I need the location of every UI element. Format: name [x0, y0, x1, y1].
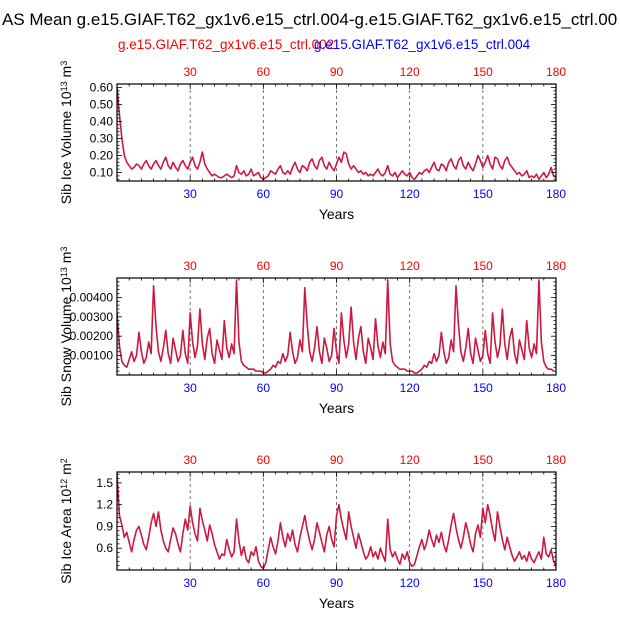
x-tick-label-top: 150	[473, 259, 493, 273]
y-tick-label: 0.00100	[70, 349, 114, 363]
x-tick-label-top: 30	[183, 259, 197, 273]
x-tick-label-top: 120	[400, 65, 420, 79]
x-tick-label-bottom: 30	[183, 381, 197, 395]
x-tick-label-top: 60	[257, 259, 271, 273]
x-tick-label-top: 60	[257, 453, 271, 467]
series-line-1	[117, 87, 556, 181]
x-tick-label-top: 90	[330, 453, 344, 467]
y-tick-label: 0.60	[90, 80, 114, 94]
x-tick-label-bottom: 60	[257, 187, 271, 201]
legend: g.e15.GIAF.T62_gx1v6.e15_ctrl.002 g.e15.…	[118, 37, 531, 52]
series-line-1	[117, 279, 555, 374]
x-tick-label-top: 120	[400, 259, 420, 273]
panel-2: 30 30 60 60 90 90 120 120 150 150 180 180 0.00100 0.0…	[58, 247, 566, 416]
x-tick-label-top: 90	[330, 65, 344, 79]
x-tick-label-top: 150	[473, 453, 493, 467]
x-tick-label-bottom: 30	[183, 187, 197, 201]
x-tick-label-top: 60	[257, 65, 271, 79]
x-tick-label-bottom: 180	[546, 381, 566, 395]
x-tick-label-top: 180	[546, 65, 566, 79]
y-axis-label: Sib Ice Volume 1013 m3	[58, 61, 74, 204]
y-tick-label: 0.50	[90, 97, 114, 111]
x-axis-label: Years	[319, 206, 354, 222]
chart-title: AS Mean g.e15.GIAF.T62_gx1v6.e15_ctrl.00…	[2, 10, 617, 29]
y-tick-label: 0.00400	[70, 290, 114, 304]
panel-1: 30 30 60 60 90 90 120 120 150 150 180 180 0.10 0.20 0.…	[58, 61, 566, 222]
y-tick-label: 0.9	[96, 519, 113, 533]
y-axis-label: Sib Snow Volume 1013 m3	[58, 247, 74, 407]
x-tick-label-bottom: 90	[330, 381, 344, 395]
x-tick-label-top: 30	[183, 65, 197, 79]
x-tick-label-bottom: 60	[257, 381, 271, 395]
x-axis-label: Years	[319, 595, 354, 611]
x-tick-label-bottom: 90	[330, 576, 344, 590]
y-tick-label: 0.00300	[70, 310, 114, 324]
x-tick-label-bottom: 120	[400, 381, 420, 395]
x-tick-label-bottom: 150	[473, 381, 493, 395]
x-tick-label-top: 150	[473, 65, 493, 79]
x-tick-label-top: 90	[330, 259, 344, 273]
x-tick-label-bottom: 30	[183, 576, 197, 590]
y-tick-label: 0.10	[90, 165, 114, 179]
x-tick-label-bottom: 150	[473, 187, 493, 201]
x-tick-label-top: 180	[546, 259, 566, 273]
y-tick-label: 0.30	[90, 131, 114, 145]
x-tick-label-top: 120	[400, 453, 420, 467]
panels: 30 30 60 60 90 90 120 120 150 150 180 180 0.10 0.20 0.…	[58, 61, 566, 611]
panel-3: 30 30 60 60 90 90 120 120 150 150 180 180 0.6 0.9 1.2 1…	[58, 453, 566, 611]
x-tick-label-bottom: 120	[400, 576, 420, 590]
y-tick-label: 0.20	[90, 148, 114, 162]
y-tick-label: 0.6	[96, 541, 113, 555]
x-tick-label-bottom: 180	[546, 576, 566, 590]
legend-red-label: g.e15.GIAF.T62_gx1v6.e15_ctrl.002	[118, 37, 334, 52]
x-tick-label-top: 180	[546, 453, 566, 467]
x-axis-label: Years	[319, 400, 354, 416]
x-tick-label-top: 30	[183, 453, 197, 467]
y-tick-label: 0.40	[90, 114, 114, 128]
legend-blue-label: g.e15.GIAF.T62_gx1v6.e15_ctrl.004	[314, 37, 531, 52]
x-tick-label-bottom: 60	[257, 576, 271, 590]
y-tick-label: 1.2	[96, 498, 113, 512]
series-line-1	[117, 474, 556, 570]
x-tick-label-bottom: 180	[546, 187, 566, 201]
x-tick-label-bottom: 120	[400, 187, 420, 201]
y-axis-label: Sib Ice Area 1012 m2	[58, 458, 74, 584]
y-tick-label: 0.00200	[70, 329, 114, 343]
x-tick-label-bottom: 90	[330, 187, 344, 201]
x-tick-label-bottom: 150	[473, 576, 493, 590]
y-tick-label: 1.5	[96, 476, 113, 490]
